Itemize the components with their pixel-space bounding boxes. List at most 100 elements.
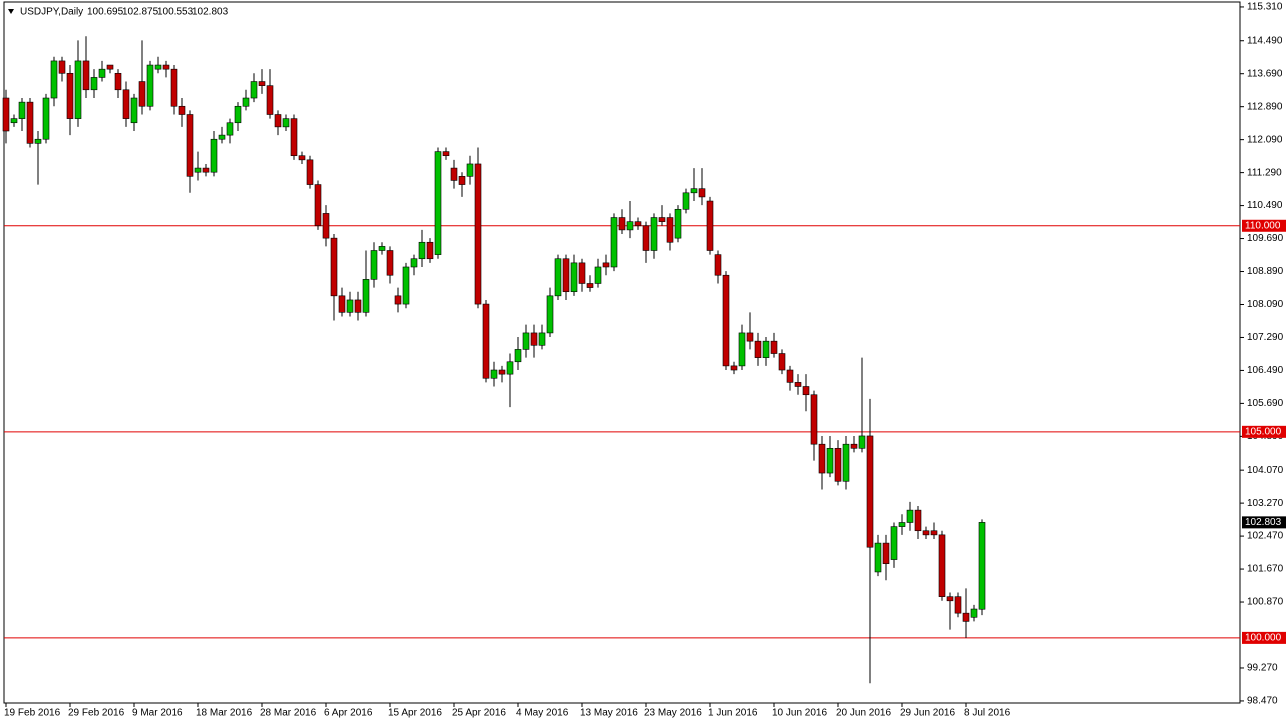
candle-body bbox=[826, 448, 834, 474]
candle-body bbox=[450, 167, 458, 181]
candle-body bbox=[946, 596, 954, 602]
y-tick-label: 109.690 bbox=[1247, 233, 1284, 244]
y-tick-label: 102.470 bbox=[1247, 531, 1284, 542]
y-tick-label: 98.470 bbox=[1247, 696, 1278, 707]
candle-body bbox=[770, 340, 778, 354]
candle-body bbox=[762, 340, 770, 358]
candle-body bbox=[266, 85, 274, 115]
candle-body bbox=[210, 138, 218, 173]
candle-body bbox=[434, 151, 442, 255]
candle-body bbox=[186, 114, 194, 177]
chart-title: USDJPY,Daily bbox=[20, 7, 83, 18]
y-tick-label: 103.270 bbox=[1247, 498, 1284, 509]
candle-body bbox=[26, 101, 34, 144]
level-label-box bbox=[1242, 219, 1286, 232]
candle-body bbox=[418, 241, 426, 260]
candle-body bbox=[978, 522, 986, 610]
candle-body bbox=[530, 332, 538, 346]
candle-body bbox=[458, 176, 466, 185]
candle-body bbox=[66, 72, 74, 119]
candle-body bbox=[82, 60, 90, 91]
candle-body bbox=[722, 274, 730, 367]
candle-body bbox=[354, 299, 362, 313]
candle-body bbox=[98, 68, 106, 78]
candle-body bbox=[818, 443, 826, 474]
x-tick-label: 15 Apr 2016 bbox=[388, 708, 442, 719]
candle-body bbox=[42, 97, 50, 140]
candle-body bbox=[170, 68, 178, 107]
candle-body bbox=[218, 134, 226, 140]
candle-body bbox=[138, 81, 146, 107]
candle-body bbox=[738, 332, 746, 367]
candle-body bbox=[586, 283, 594, 288]
candle-body bbox=[202, 167, 210, 173]
x-tick-label: 10 Jun 2016 bbox=[772, 708, 827, 719]
x-tick-label: 29 Feb 2016 bbox=[68, 708, 125, 719]
candle-body bbox=[522, 332, 530, 350]
y-tick-label: 112.090 bbox=[1247, 134, 1283, 145]
y-tick-label: 115.310 bbox=[1247, 2, 1283, 13]
y-tick-label: 113.690 bbox=[1247, 68, 1283, 79]
candle-body bbox=[970, 608, 978, 618]
candle-body bbox=[346, 299, 354, 313]
candle-body bbox=[802, 386, 810, 396]
candle-body bbox=[306, 159, 314, 185]
open-value: 100.695 bbox=[87, 7, 124, 18]
candle-body bbox=[786, 369, 794, 383]
level-label: 110.000 bbox=[1245, 220, 1281, 231]
x-tick-label: 8 Jul 2016 bbox=[964, 708, 1011, 719]
candle-body bbox=[698, 188, 706, 198]
candle-body bbox=[298, 155, 306, 161]
candle-body bbox=[754, 340, 762, 358]
candle-body bbox=[498, 369, 506, 375]
candle-body bbox=[290, 118, 298, 157]
candle-body bbox=[146, 64, 154, 107]
candle-body bbox=[426, 241, 434, 260]
candle-body bbox=[850, 443, 858, 449]
candle-body bbox=[554, 258, 562, 297]
candle-body bbox=[274, 114, 282, 128]
x-tick-label: 19 Feb 2016 bbox=[4, 708, 61, 719]
candle-body bbox=[178, 105, 186, 115]
candle-body bbox=[474, 163, 482, 305]
candle-body bbox=[58, 60, 66, 74]
y-tick-label: 101.670 bbox=[1247, 564, 1284, 575]
candle-body bbox=[962, 612, 970, 622]
candle-body bbox=[226, 122, 234, 136]
candle-body bbox=[570, 262, 578, 293]
candle-body bbox=[162, 64, 170, 70]
candle-body bbox=[506, 361, 514, 375]
x-tick-label: 23 May 2016 bbox=[644, 708, 702, 719]
close-value: 102.803 bbox=[192, 7, 229, 18]
x-tick-label: 9 Mar 2016 bbox=[132, 708, 183, 719]
candle-body bbox=[122, 89, 130, 119]
candle-body bbox=[250, 81, 258, 99]
candle-body bbox=[658, 217, 666, 222]
candle-body bbox=[730, 365, 738, 371]
price-label: 102.803 bbox=[1245, 517, 1282, 528]
candle-body bbox=[130, 97, 138, 124]
candle-body bbox=[282, 118, 290, 128]
candle-body bbox=[682, 192, 690, 210]
candle-body bbox=[546, 295, 554, 334]
candle-body bbox=[442, 151, 450, 157]
candle-body bbox=[90, 77, 98, 91]
candle-body bbox=[466, 163, 474, 177]
candle-body bbox=[322, 213, 330, 239]
x-tick-label: 18 Mar 2016 bbox=[196, 708, 253, 719]
candle-body bbox=[602, 262, 610, 268]
candle-body bbox=[610, 217, 618, 268]
candle-body bbox=[562, 258, 570, 293]
x-tick-label: 1 Jun 2016 bbox=[708, 708, 758, 719]
candle-body bbox=[674, 208, 682, 239]
candle-body bbox=[746, 332, 754, 342]
menu-triangle[interactable] bbox=[8, 9, 14, 14]
candle-body bbox=[482, 303, 490, 379]
candle-body bbox=[794, 382, 802, 387]
candle-body bbox=[618, 217, 626, 231]
y-tick-label: 107.290 bbox=[1247, 332, 1284, 343]
candle-body bbox=[714, 254, 722, 276]
candle-body bbox=[930, 530, 938, 536]
candle-body bbox=[578, 262, 586, 284]
y-tick-label: 112.890 bbox=[1247, 101, 1283, 112]
